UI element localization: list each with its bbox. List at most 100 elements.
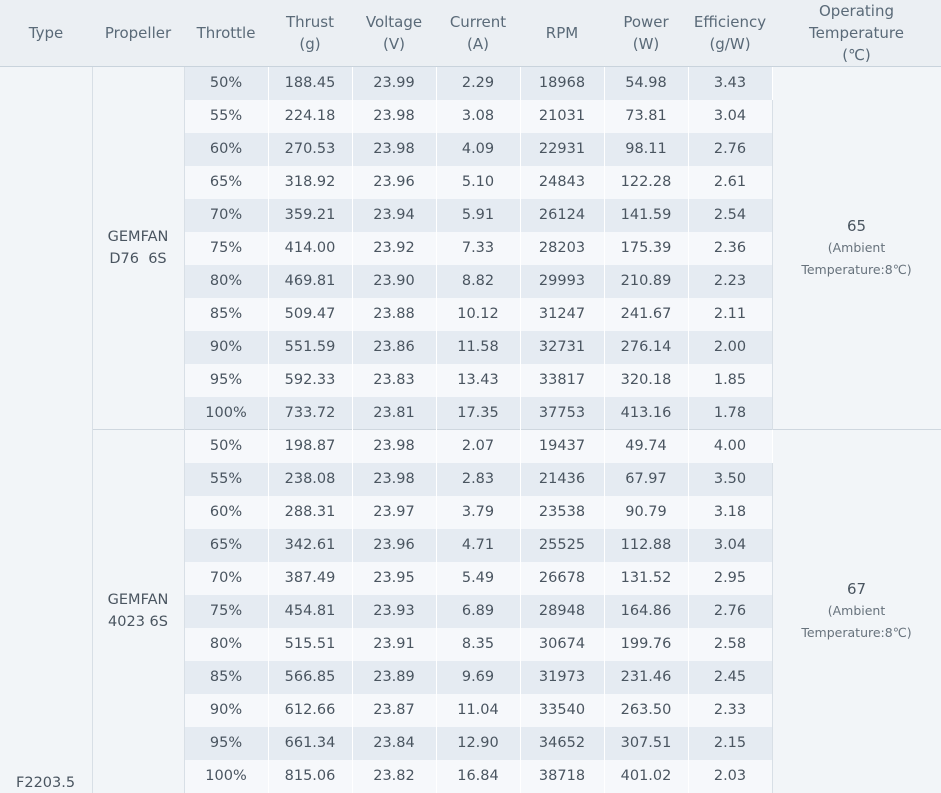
efficiency-cell: 3.50 — [688, 462, 773, 496]
rpm-cell: 23538 — [520, 495, 605, 529]
propeller-cell: GEMFAN D76 6S — [92, 66, 185, 430]
voltage-cell: 23.93 — [352, 594, 437, 628]
power-cell: 131.52 — [604, 561, 689, 595]
efficiency-cell: 2.61 — [688, 165, 773, 199]
rpm-cell: 37753 — [520, 396, 605, 430]
table-row: 100% 733.72 23.81 17.35 37753 413.16 1.78 — [0, 396, 941, 430]
power-cell: 49.74 — [604, 429, 689, 463]
operating-temperature-cell: 65 (Ambient Temperature:8℃) — [771, 66, 941, 430]
current-cell: 2.83 — [436, 462, 521, 496]
header-operating-temperature: Operating Temperature (℃) — [772, 0, 941, 67]
throttle-cell: 70% — [184, 198, 269, 232]
voltage-cell: 23.98 — [352, 132, 437, 166]
rpm-cell: 34652 — [520, 726, 605, 760]
ambient-note-line2: Temperature:8℃) — [801, 625, 912, 641]
current-cell: 5.49 — [436, 561, 521, 595]
efficiency-cell: 2.23 — [688, 264, 773, 298]
efficiency-cell: 2.76 — [688, 132, 773, 166]
current-cell: 9.69 — [436, 660, 521, 694]
power-cell: 90.79 — [604, 495, 689, 529]
current-cell: 2.29 — [436, 66, 521, 100]
thrust-cell: 551.59 — [268, 330, 353, 364]
table-row: 80% 515.51 23.91 8.35 30674 199.76 2.58 — [0, 627, 941, 661]
table-row: 95% 661.34 23.84 12.90 34652 307.51 2.15 — [0, 726, 941, 760]
temperature-value: 65 — [846, 217, 867, 235]
rpm-cell: 33817 — [520, 363, 605, 397]
thrust-cell: 661.34 — [268, 726, 353, 760]
table-row: 95% 592.33 23.83 13.43 33817 320.18 1.85 — [0, 363, 941, 397]
rpm-cell: 28203 — [520, 231, 605, 265]
header-efficiency: Efficiency (g/W) — [688, 0, 772, 67]
header-thrust: Thrust (g) — [268, 0, 352, 67]
rpm-cell: 31247 — [520, 297, 605, 331]
thrust-cell: 224.18 — [268, 99, 353, 133]
current-cell: 4.09 — [436, 132, 521, 166]
throttle-cell: 95% — [184, 726, 269, 760]
rpm-cell: 21031 — [520, 99, 605, 133]
table-row: 55% 238.08 23.98 2.83 21436 67.97 3.50 — [0, 462, 941, 496]
efficiency-cell: 3.04 — [688, 99, 773, 133]
voltage-cell: 23.95 — [352, 561, 437, 595]
current-cell: 11.04 — [436, 693, 521, 727]
voltage-cell: 23.88 — [352, 297, 437, 331]
table-row: 70% 359.21 23.94 5.91 26124 141.59 2.54 — [0, 198, 941, 232]
efficiency-cell: 4.00 — [688, 429, 773, 463]
current-cell: 17.35 — [436, 396, 521, 430]
table-row: 60% 288.31 23.97 3.79 23538 90.79 3.18 — [0, 495, 941, 529]
thrust-cell: 612.66 — [268, 693, 353, 727]
power-cell: 307.51 — [604, 726, 689, 760]
current-cell: 10.12 — [436, 297, 521, 331]
table-row: GEMFAN 4023 6S 50% 198.87 23.98 2.07 19437 49.7… — [0, 429, 941, 793]
thrust-cell: 509.47 — [268, 297, 353, 331]
throttle-cell: 85% — [184, 297, 269, 331]
efficiency-cell: 2.15 — [688, 726, 773, 760]
voltage-cell: 23.84 — [352, 726, 437, 760]
table-row: 85% 566.85 23.89 9.69 31973 231.46 2.45 — [0, 660, 941, 694]
power-cell: 413.16 — [604, 396, 689, 430]
thrust-cell: 288.31 — [268, 495, 353, 529]
current-cell: 5.10 — [436, 165, 521, 199]
header-type: Type — [0, 0, 92, 67]
current-cell: 11.58 — [436, 330, 521, 364]
power-cell: 67.97 — [604, 462, 689, 496]
power-cell: 141.59 — [604, 198, 689, 232]
rpm-cell: 26678 — [520, 561, 605, 595]
voltage-cell: 23.99 — [352, 66, 437, 100]
table-row: 100% 815.06 23.82 16.84 38718 401.02 2.03 — [0, 759, 941, 793]
voltage-cell: 23.98 — [352, 462, 437, 496]
current-cell: 5.91 — [436, 198, 521, 232]
thrust-cell: 414.00 — [268, 231, 353, 265]
rpm-cell: 24843 — [520, 165, 605, 199]
rpm-cell: 19437 — [520, 429, 605, 463]
rpm-cell: 30674 — [520, 627, 605, 661]
current-cell: 3.08 — [436, 99, 521, 133]
table-row: 75% 414.00 23.92 7.33 28203 175.39 2.36 — [0, 231, 941, 265]
power-cell: 73.81 — [604, 99, 689, 133]
table-row: 55% 224.18 23.98 3.08 21031 73.81 3.04 — [0, 99, 941, 133]
rpm-cell: 29993 — [520, 264, 605, 298]
throttle-cell: 55% — [184, 462, 269, 496]
ambient-note-line2: Temperature:8℃) — [801, 262, 912, 277]
thrust-cell: 318.92 — [268, 165, 353, 199]
rpm-cell: 33540 — [520, 693, 605, 727]
rpm-cell: 26124 — [520, 198, 605, 232]
table-row: 80% 469.81 23.90 8.82 29993 210.89 2.23 — [0, 264, 941, 298]
voltage-cell: 23.98 — [352, 99, 437, 133]
voltage-cell: 23.97 — [352, 495, 437, 529]
thrust-cell: 238.08 — [268, 462, 353, 496]
type-cell: F2203.5 — [0, 66, 93, 793]
propeller-name: GEMFAN — [107, 229, 169, 245]
power-cell: 241.67 — [604, 297, 689, 331]
header-row: Type Propeller Throttle Thrust (g) Voltag… — [0, 0, 941, 67]
header-voltage: Voltage (V) — [352, 0, 436, 67]
efficiency-cell: 2.36 — [688, 231, 773, 265]
power-cell: 164.86 — [604, 594, 689, 628]
thrust-cell: 733.72 — [268, 396, 353, 430]
current-cell: 7.33 — [436, 231, 521, 265]
rpm-cell: 18968 — [520, 66, 605, 100]
rpm-cell: 32731 — [520, 330, 605, 364]
power-cell: 54.98 — [604, 66, 689, 100]
table-row: 75% 454.81 23.93 6.89 28948 164.86 2.76 — [0, 594, 941, 628]
throttle-cell: 65% — [184, 528, 269, 562]
voltage-cell: 23.81 — [352, 396, 437, 430]
